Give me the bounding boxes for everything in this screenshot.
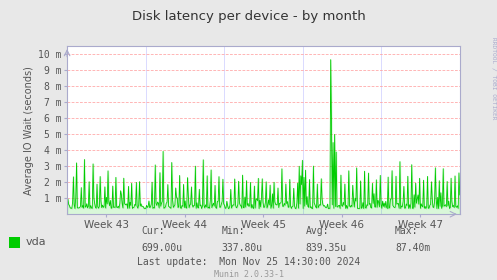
Text: RRDTOOL / TOBI OETIKER: RRDTOOL / TOBI OETIKER (491, 37, 496, 120)
Text: Cur:: Cur: (142, 226, 165, 236)
Text: Munin 2.0.33-1: Munin 2.0.33-1 (214, 270, 283, 279)
Text: Last update:  Mon Nov 25 14:30:00 2024: Last update: Mon Nov 25 14:30:00 2024 (137, 257, 360, 267)
Text: 337.80u: 337.80u (221, 243, 262, 253)
Y-axis label: Average IO Wait (seconds): Average IO Wait (seconds) (24, 66, 34, 195)
Text: 839.35u: 839.35u (306, 243, 347, 253)
Text: Avg:: Avg: (306, 226, 329, 236)
Text: vda: vda (26, 237, 46, 248)
Text: Max:: Max: (395, 226, 418, 236)
Text: 87.40m: 87.40m (395, 243, 430, 253)
Text: Disk latency per device - by month: Disk latency per device - by month (132, 10, 365, 23)
Text: Min:: Min: (221, 226, 245, 236)
Text: 699.00u: 699.00u (142, 243, 183, 253)
